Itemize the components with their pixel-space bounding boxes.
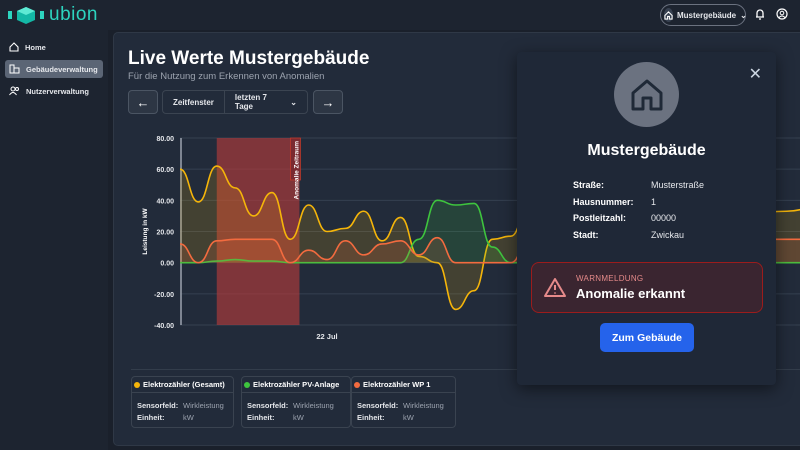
anomaly-label: Anomalie Zeitraum <box>293 141 300 200</box>
home-icon <box>664 8 673 22</box>
series-color-dot <box>134 381 140 388</box>
building-icon <box>9 64 20 74</box>
chevron-down-icon: ⌄ <box>290 97 297 107</box>
alert-label: WARNMELDUNG <box>576 274 644 283</box>
field-label: Hausnummer: <box>573 196 634 207</box>
timewindow-value: letzten 7 Tage <box>234 93 267 111</box>
y-tick-label: -40.00 <box>154 323 174 330</box>
page-subtitle: Für die Nutzung zum Erkennen von Anomali… <box>128 71 325 82</box>
legend-card[interactable]: Elektrozähler PV-Anlage Sensorfeld: Wirkl… <box>241 376 351 428</box>
field-value: 00000 <box>651 213 677 223</box>
field-label: Sensorfeld: <box>137 401 179 410</box>
building-name: Mustergebäude <box>587 142 706 159</box>
previous-button[interactable]: ← <box>128 90 158 114</box>
sidebar-item-label: Nutzerverwaltung <box>26 86 89 96</box>
field-label: Sensorfeld: <box>247 401 289 410</box>
y-tick-label: 40.00 <box>156 198 174 205</box>
unit-value: kW <box>183 413 194 422</box>
y-tick-label: 20.00 <box>156 230 174 237</box>
unit-label: Einheit: <box>137 413 165 422</box>
series-name: Elektrozähler PV-Anlage <box>253 380 340 389</box>
series-area-2 <box>180 237 800 263</box>
series-color-dot <box>354 381 360 388</box>
building-detail-panel: ✕ Mustergebäude Straße: Musterstraße Haus… <box>517 52 776 385</box>
field-label: Postleitzahl: <box>573 213 627 223</box>
logo[interactable]: ubion <box>8 4 98 26</box>
sidebar-item-label: Gebäudeverwaltung <box>26 64 98 74</box>
building-avatar <box>614 62 679 127</box>
anomaly-label-box <box>290 137 301 181</box>
legend-card[interactable]: Elektrozähler WP 1 Sensorfeld: Wirkleistu… <box>351 376 456 428</box>
series-color-dot <box>244 381 250 388</box>
house-icon <box>631 79 662 110</box>
top-bar: ubion Mustergebäude ⌄ <box>0 0 800 30</box>
field-label: Straße: <box>573 180 605 190</box>
sidebar: Home Gebäudeverwaltung Nutzerverwaltung <box>0 30 108 450</box>
unit-label: Einheit: <box>357 413 385 422</box>
field-value: 1 <box>651 196 657 207</box>
field-value: Musterstraße <box>651 180 705 190</box>
field-value: Wirkleistung <box>293 401 334 410</box>
y-tick-label: 80.00 <box>156 136 174 143</box>
close-icon[interactable]: ✕ <box>748 66 762 83</box>
sidebar-item-gebaeudeverwaltung[interactable]: Gebäudeverwaltung <box>5 60 103 78</box>
unit-label: Einheit: <box>247 413 275 422</box>
sidebar-item-nutzerverwaltung[interactable]: Nutzerverwaltung <box>5 82 103 100</box>
field-value: Zwickau <box>651 229 685 240</box>
unit-value: kW <box>293 413 304 422</box>
legend-card-header: Elektrozähler WP 1 <box>352 377 455 393</box>
bell-icon[interactable] <box>754 8 766 20</box>
anomaly-band <box>216 138 300 325</box>
home-icon <box>9 42 19 52</box>
field-label: Sensorfeld: <box>357 401 399 410</box>
sidebar-item-home[interactable]: Home <box>5 38 103 56</box>
users-icon <box>9 86 19 96</box>
page-title: Live Werte Mustergebäude <box>128 48 370 69</box>
timewindow-select[interactable]: Zeitfenster letzten 7 Tage ⌄ <box>162 90 308 114</box>
sidebar-item-label: Home <box>25 42 46 52</box>
building-selector[interactable]: Mustergebäude ⌄ <box>660 4 747 26</box>
arrow-left-icon: ← <box>136 94 150 110</box>
arrow-right-icon: → <box>321 94 335 110</box>
alert-message: Anomalie erkannt <box>576 286 686 301</box>
legend-card-header: Elektrozähler (Gesamt) <box>132 377 233 393</box>
warning-triangle-icon <box>544 278 566 297</box>
warning-alert: WARNMELDUNG Anomalie erkannt <box>531 262 763 313</box>
building-info: Straße: Musterstraße Hausnummer: 1 Postlei… <box>573 180 704 246</box>
legend-card-header: Elektrozähler PV-Anlage <box>242 377 350 393</box>
user-account-icon[interactable] <box>776 8 788 20</box>
timewindow-dropdown[interactable]: letzten 7 Tage ⌄ <box>223 91 307 113</box>
field-label: Stadt: <box>573 229 599 240</box>
y-tick-label: 0.00 <box>160 261 174 268</box>
logo-cube-icon <box>8 7 44 24</box>
unit-value: kW <box>403 413 414 422</box>
legend-card[interactable]: Elektrozähler (Gesamt) Sensorfeld: Wirkle… <box>131 376 234 428</box>
next-button[interactable]: → <box>313 90 343 114</box>
timewindow-label: Zeitfenster <box>173 97 214 107</box>
y-tick-label: -20.00 <box>154 292 174 299</box>
y-tick-label: 60.00 <box>156 167 174 174</box>
field-value: Wirkleistung <box>183 401 224 410</box>
building-selector-label: Mustergebäude <box>677 10 737 20</box>
chevron-down-icon: ⌄ <box>740 10 747 20</box>
field-value: Wirkleistung <box>403 401 444 410</box>
series-name: Elektrozähler WP 1 <box>363 380 431 389</box>
go-to-building-button[interactable]: Zum Gebäude <box>600 323 694 352</box>
series-name: Elektrozähler (Gesamt) <box>143 380 225 389</box>
x-tick-label: 22 Jul <box>316 332 337 341</box>
divider <box>131 369 800 370</box>
logo-text: ubion <box>49 4 98 25</box>
y-axis-label: Leistung in kW <box>142 208 149 255</box>
